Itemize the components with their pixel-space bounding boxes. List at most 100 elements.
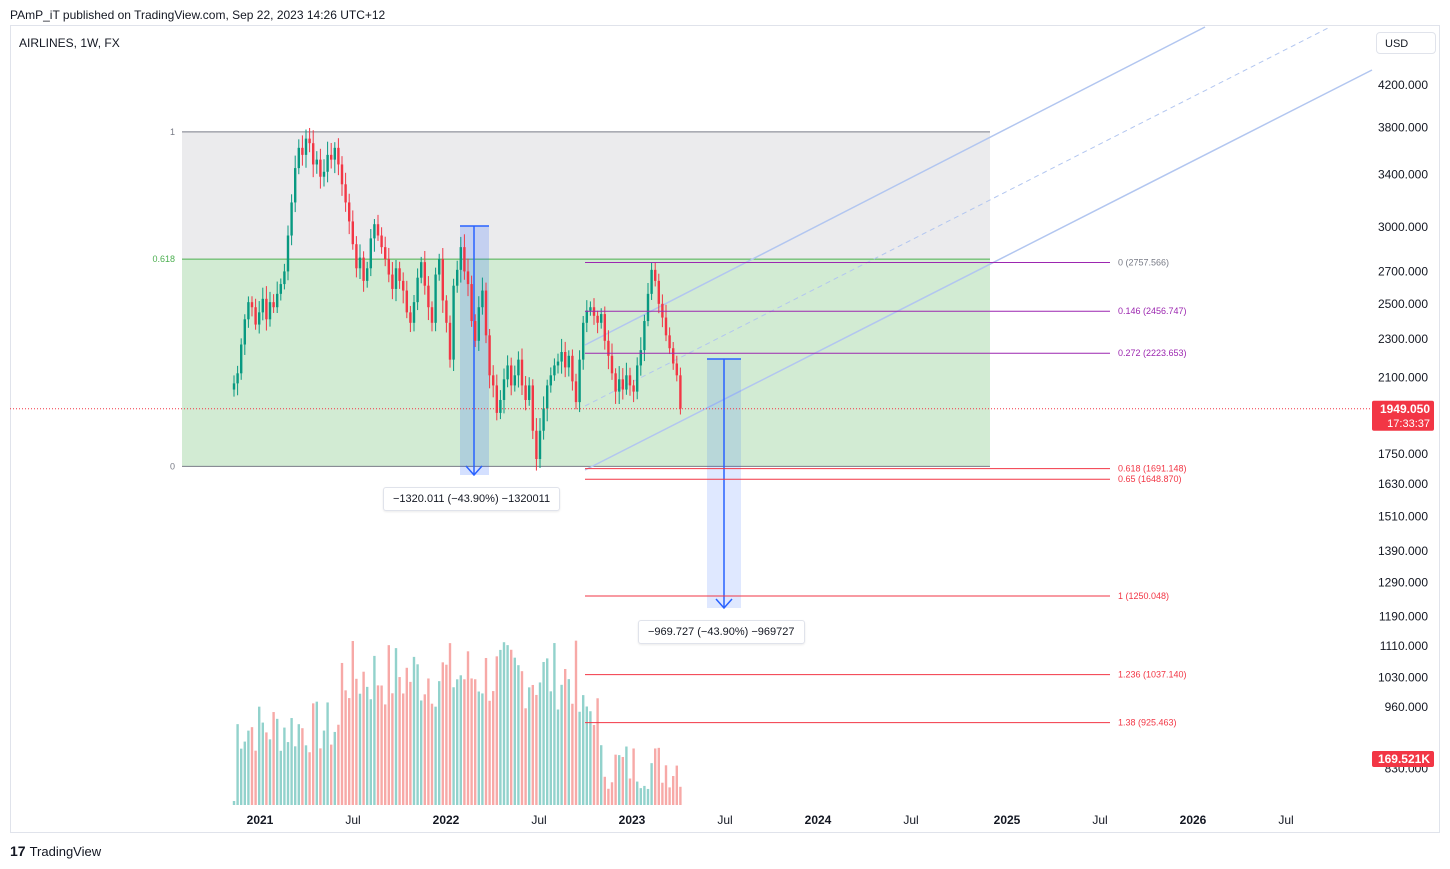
candle[interactable] [448, 322, 452, 360]
candle[interactable] [315, 159, 318, 165]
candle[interactable] [272, 302, 275, 308]
candle[interactable] [546, 385, 549, 409]
candle[interactable] [574, 381, 578, 403]
candle[interactable] [614, 373, 617, 392]
candle[interactable] [470, 284, 473, 322]
candle[interactable] [384, 247, 387, 260]
candle[interactable] [639, 350, 642, 366]
candle[interactable] [322, 171, 326, 177]
candle[interactable] [362, 257, 365, 281]
candle[interactable] [567, 355, 570, 368]
candle[interactable] [412, 302, 416, 323]
candle[interactable] [355, 244, 358, 269]
currency-button[interactable]: USD [1376, 32, 1436, 54]
candle[interactable] [394, 268, 398, 289]
candle[interactable] [456, 269, 459, 286]
candle[interactable] [528, 385, 531, 400]
candle[interactable] [340, 164, 344, 185]
brand-footer[interactable]: 17 TradingView [10, 843, 101, 859]
candle[interactable] [247, 302, 250, 320]
candle[interactable] [625, 375, 628, 390]
candle[interactable] [560, 352, 563, 362]
candle[interactable] [524, 385, 527, 400]
candle[interactable] [265, 298, 268, 320]
candle[interactable] [337, 147, 340, 165]
candle[interactable] [492, 375, 495, 386]
candle[interactable] [610, 355, 614, 374]
candle[interactable] [380, 235, 383, 248]
candle[interactable] [643, 321, 646, 351]
candle[interactable] [434, 274, 437, 323]
candle[interactable] [481, 290, 484, 308]
candle[interactable] [250, 302, 254, 308]
candle[interactable] [564, 352, 567, 368]
candle[interactable] [603, 314, 606, 341]
candle[interactable] [258, 312, 261, 325]
candle[interactable] [402, 280, 405, 291]
candle[interactable] [495, 385, 498, 413]
channel-lower-line[interactable] [584, 69, 1373, 471]
candle[interactable] [294, 168, 297, 203]
candle[interactable] [621, 379, 624, 390]
candle[interactable] [420, 262, 423, 278]
candle[interactable] [301, 147, 304, 155]
candle[interactable] [654, 269, 657, 281]
candle[interactable] [668, 335, 671, 349]
candle[interactable] [441, 259, 444, 301]
candle[interactable] [582, 322, 585, 360]
candle[interactable] [513, 375, 516, 386]
candle[interactable] [675, 363, 678, 376]
candle[interactable] [344, 184, 347, 203]
candle[interactable] [477, 307, 480, 341]
candle[interactable] [499, 399, 502, 413]
candle[interactable] [600, 314, 603, 323]
candle[interactable] [661, 303, 664, 318]
candle[interactable] [405, 290, 408, 313]
candle[interactable] [283, 271, 286, 285]
channel-median-line[interactable] [584, 26, 1331, 407]
candle[interactable] [330, 154, 333, 160]
candle[interactable] [236, 373, 239, 384]
candle[interactable] [571, 355, 574, 382]
candle[interactable] [463, 247, 466, 272]
candle[interactable] [596, 315, 599, 323]
candle[interactable] [618, 379, 621, 392]
candle[interactable] [517, 359, 520, 376]
candle[interactable] [376, 224, 380, 236]
candle[interactable] [672, 348, 675, 364]
candle[interactable] [254, 307, 257, 325]
symbol-legend[interactable]: AIRLINES, 1W, FX [19, 36, 120, 50]
candle[interactable] [430, 307, 434, 323]
candle[interactable] [268, 302, 272, 320]
candle[interactable] [387, 259, 390, 275]
candle[interactable] [351, 221, 354, 245]
candle[interactable] [452, 285, 455, 360]
candle[interactable] [240, 344, 243, 374]
candle[interactable] [438, 259, 441, 275]
candle[interactable] [607, 340, 610, 356]
candle[interactable] [585, 310, 588, 323]
candle[interactable] [358, 257, 362, 269]
candle[interactable] [297, 147, 300, 169]
candle[interactable] [445, 300, 448, 323]
candle[interactable] [391, 274, 394, 289]
candle[interactable] [308, 138, 311, 144]
candle[interactable] [416, 277, 419, 303]
candle[interactable] [326, 154, 329, 172]
candle[interactable] [290, 202, 293, 236]
candle[interactable] [589, 307, 592, 311]
candle[interactable] [348, 202, 351, 222]
candle[interactable] [459, 247, 462, 270]
candle[interactable] [369, 238, 372, 269]
candle[interactable] [502, 379, 506, 400]
candle[interactable] [578, 359, 581, 403]
candle[interactable] [488, 335, 491, 376]
candle[interactable] [423, 262, 426, 286]
candle[interactable] [556, 361, 560, 366]
candle[interactable] [549, 375, 552, 386]
candle[interactable] [632, 385, 635, 392]
candle[interactable] [366, 268, 369, 281]
candle[interactable] [628, 375, 632, 386]
candle[interactable] [333, 147, 336, 160]
